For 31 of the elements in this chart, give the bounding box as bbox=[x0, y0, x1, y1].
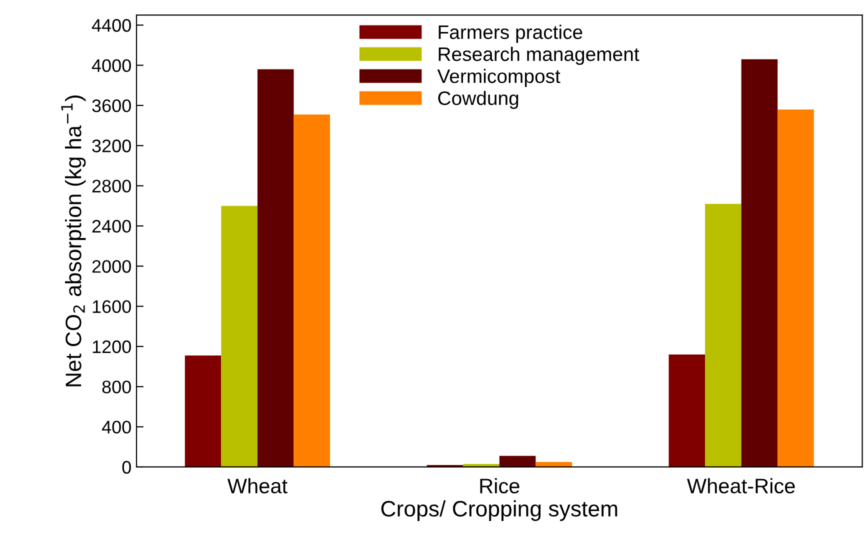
bar bbox=[499, 456, 536, 467]
legend-label: Farmers practice bbox=[438, 24, 582, 43]
y-tick-label: 4000 bbox=[92, 59, 131, 72]
y-tick-label: 1200 bbox=[92, 340, 131, 354]
x-axis-title: Crops/ Cropping system bbox=[381, 500, 618, 522]
bar bbox=[778, 109, 814, 467]
y-tick-label: 0 bbox=[122, 460, 131, 474]
legend-label: Cowdung bbox=[438, 90, 518, 109]
x-tick-label: Wheat-Rice bbox=[686, 478, 795, 494]
bar bbox=[536, 462, 572, 467]
x-tick-label: Wheat bbox=[227, 478, 288, 494]
bar bbox=[221, 206, 258, 467]
y-tick-label: 1600 bbox=[92, 300, 131, 314]
y-tick-label: 800 bbox=[102, 380, 131, 394]
bar bbox=[705, 204, 742, 467]
bar bbox=[668, 354, 706, 467]
bar bbox=[257, 69, 294, 467]
y-tick-label: 400 bbox=[102, 420, 131, 434]
y-tick-label: 3200 bbox=[92, 140, 131, 152]
y-tick-label: 4400 bbox=[92, 19, 131, 32]
y-tick-label: 3600 bbox=[92, 99, 131, 112]
legend-label: Vermicompost bbox=[437, 68, 560, 87]
bar bbox=[184, 356, 222, 467]
x-tick-label: Rice bbox=[480, 478, 520, 494]
legend-label: Research management bbox=[438, 46, 640, 65]
y-axis-title: Net CO$_{2}$ absorption (kg ha$^{−1}$) bbox=[61, 96, 86, 386]
bar bbox=[741, 59, 778, 467]
y-tick-label: 2000 bbox=[92, 260, 131, 273]
bar bbox=[294, 114, 330, 467]
y-tick-label: 2400 bbox=[92, 220, 131, 233]
y-tick-label: 2800 bbox=[92, 180, 131, 193]
